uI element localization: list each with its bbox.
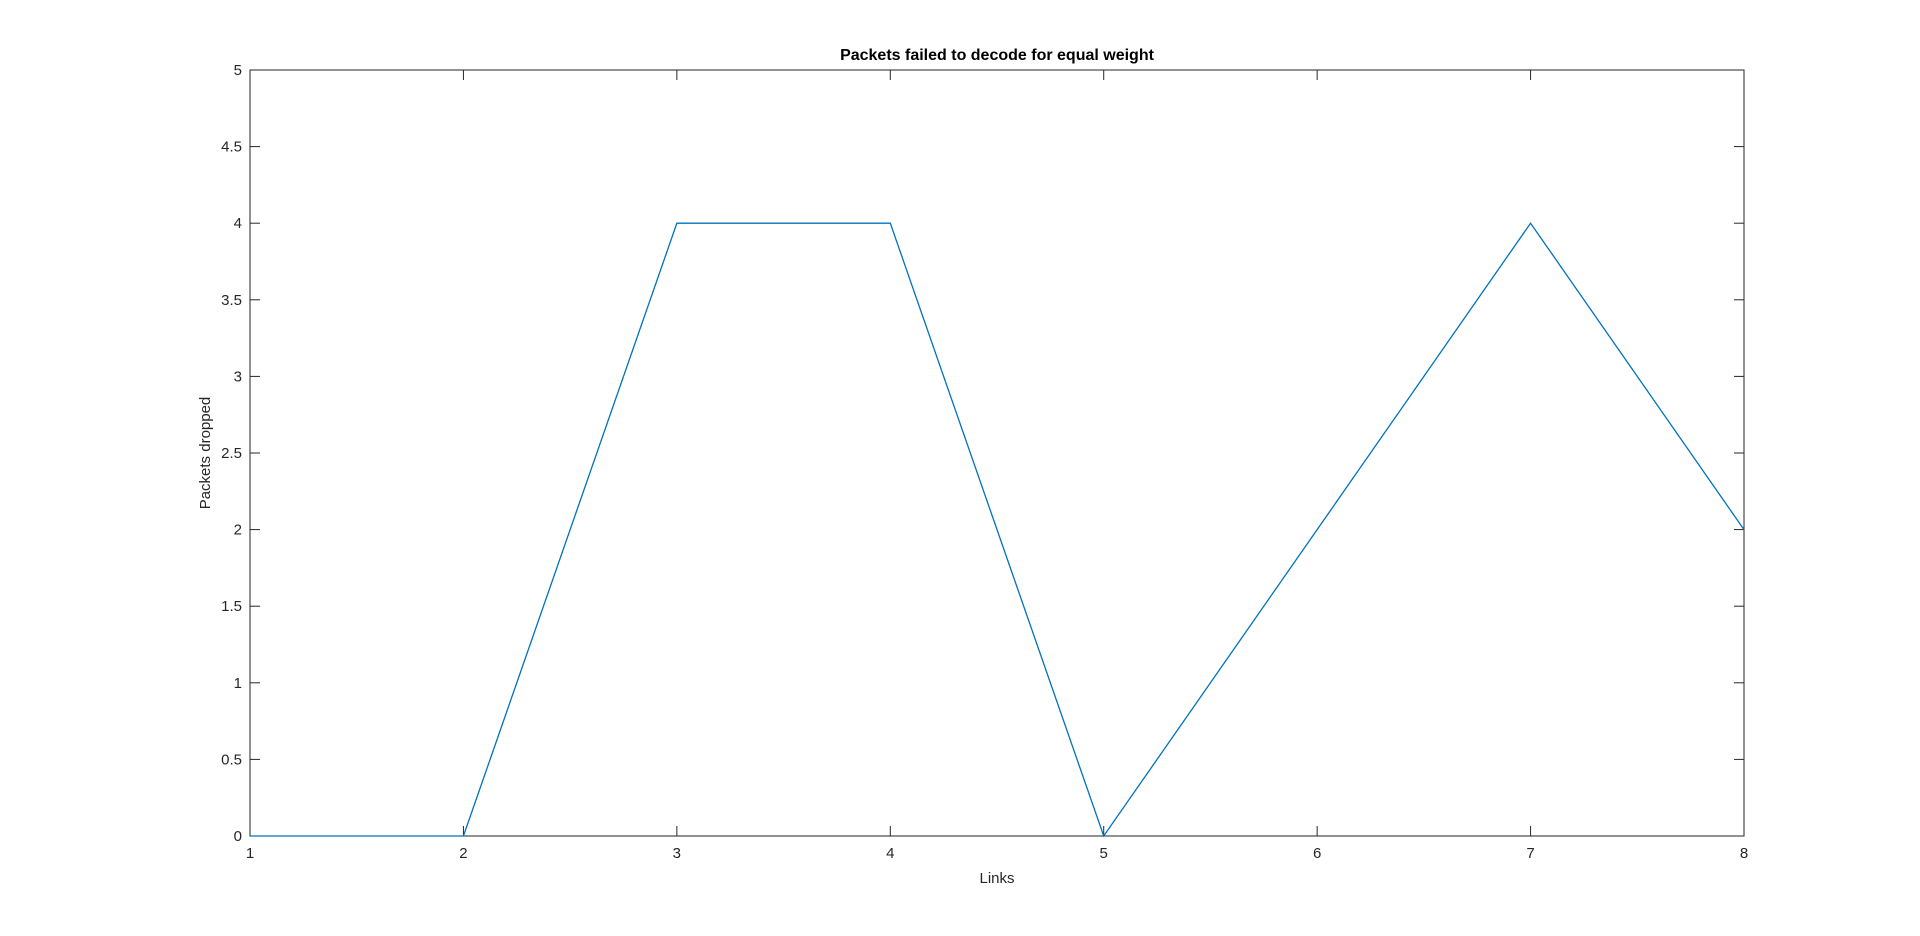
- y-tick-label: 3.5: [221, 292, 242, 309]
- plot-area: [249, 69, 1745, 837]
- x-tick-label: 7: [1526, 845, 1534, 862]
- x-tick-label: 1: [246, 845, 254, 862]
- chart-title: Packets failed to decode for equal weigh…: [840, 47, 1155, 64]
- y-tick-label: 2: [234, 522, 242, 539]
- y-tick-label: 2.5: [221, 445, 242, 462]
- y-tick-label: 1: [234, 675, 242, 692]
- x-tick-label: 2: [459, 845, 467, 862]
- axis-tick-labels: 1 2 3 4 5 6 7 8 0 0.5 1 1.5 2 2.5 3 3.5 4 4.5 5: [221, 62, 1748, 862]
- y-tick-label: 5: [234, 62, 242, 79]
- y-tick-label: 4.5: [221, 139, 242, 156]
- y-tick-label: 1.5: [221, 598, 242, 615]
- series-line: [250, 222, 1745, 838]
- x-axis-label: Links: [979, 870, 1014, 887]
- x-tick-label: 5: [1100, 845, 1108, 862]
- y-axis-label: Packets dropped: [197, 397, 214, 510]
- y-tick-label: 0: [234, 828, 242, 845]
- y-tick-label: 4: [234, 215, 242, 232]
- x-tick-label: 4: [886, 845, 894, 862]
- y-tick-label: 0.5: [221, 751, 242, 768]
- series-layer: [250, 222, 1745, 838]
- x-tick-label: 8: [1740, 845, 1748, 862]
- y-tick-label: 3: [234, 368, 242, 385]
- x-tick-label: 6: [1313, 845, 1321, 862]
- x-tick-label: 3: [673, 845, 681, 862]
